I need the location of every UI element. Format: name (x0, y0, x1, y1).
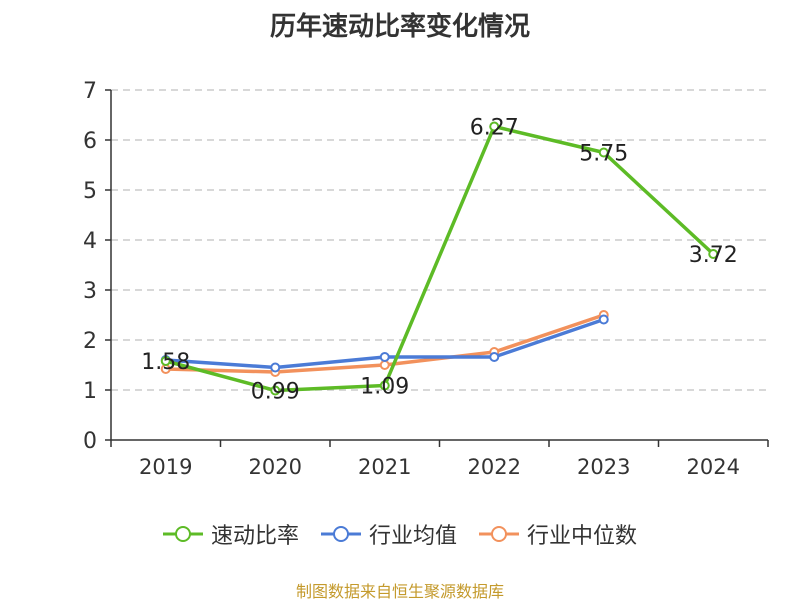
legend-label-industry-mean: 行业均值 (368, 524, 457, 549)
legend-marker-industry-median (479, 526, 519, 542)
y-tick-label: 4 (83, 229, 97, 254)
data-label: 6.27 (470, 116, 519, 141)
x-tick-label: 2024 (687, 455, 740, 479)
data-point (160, 356, 171, 366)
legend-item-industry-median[interactable]: 行业中位数 (479, 518, 637, 550)
y-tick-label: 6 (83, 129, 97, 154)
legend-item-quick-ratio[interactable]: 速动比率 (162, 518, 299, 550)
x-tick-label: 2021 (358, 455, 411, 479)
x-tick-label: 2023 (577, 455, 630, 479)
y-tick-label: 5 (83, 179, 97, 204)
y-tick-label: 0 (83, 429, 97, 454)
legend-item-industry-mean[interactable]: 行业均值 (320, 518, 457, 550)
y-tick-label: 7 (83, 79, 97, 104)
data-point (379, 380, 390, 391)
series-line (165, 124, 715, 393)
data-label: 5.75 (579, 142, 628, 167)
data-label: 1.09 (360, 375, 409, 400)
data-point (489, 121, 500, 132)
data-label: 1.58 (141, 350, 190, 375)
legend: 速动比率 行业均值 行业中位数 (0, 518, 800, 550)
legend-marker-industry-mean (320, 526, 361, 542)
data-label: 0.99 (251, 380, 300, 405)
legend-label-quick-ratio: 速动比率 (210, 524, 299, 549)
data-point (379, 352, 390, 362)
data-point (379, 360, 390, 370)
chart-title: 历年速动比率变化情况 (269, 12, 530, 42)
x-tick-label: 2022 (468, 455, 521, 479)
y-tick-label: 3 (83, 279, 97, 304)
data-label: 3.72 (689, 243, 738, 268)
legend-marker-quick-ratio (162, 526, 203, 542)
data-point (489, 352, 500, 362)
y-tick-label: 2 (83, 329, 97, 354)
x-tick-label: 2019 (139, 455, 192, 479)
data-point (598, 147, 609, 158)
x-tick-label: 2020 (249, 455, 302, 479)
data-point (270, 362, 281, 373)
legend-label-industry-median: 行业中位数 (527, 524, 638, 549)
data-point (270, 385, 281, 396)
y-tick-label: 1 (83, 379, 97, 404)
data-source-note: 制图数据来自恒生聚源数据库 (295, 582, 504, 601)
data-point (708, 249, 719, 259)
data-point (598, 314, 609, 325)
